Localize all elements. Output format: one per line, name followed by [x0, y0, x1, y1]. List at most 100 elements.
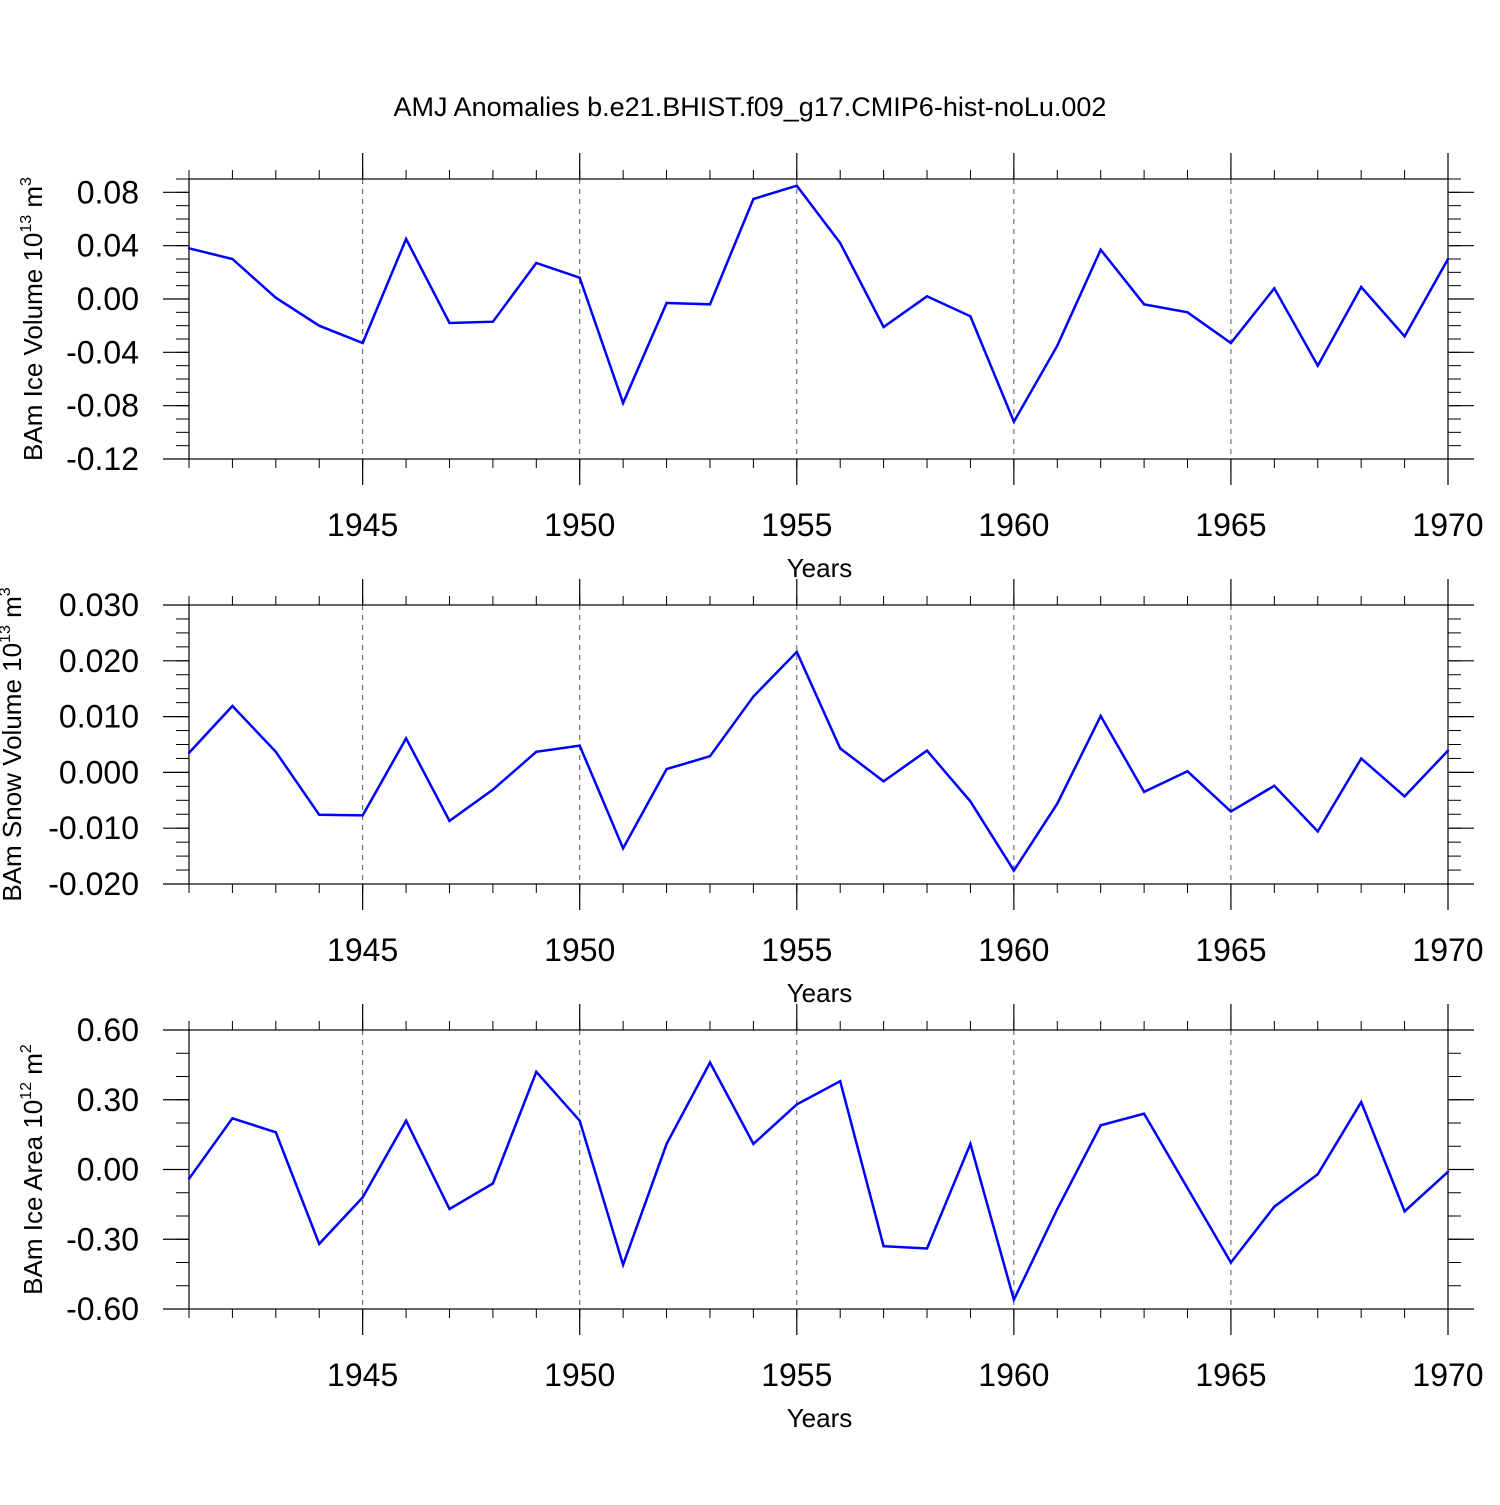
y-tick-label: -0.04 — [66, 334, 139, 370]
data-point — [969, 1142, 972, 1146]
data-point — [925, 295, 929, 298]
data-point — [274, 296, 278, 299]
x-tick-label: 1945 — [327, 1357, 398, 1393]
x-tick-label: 1965 — [1195, 507, 1266, 543]
data-point — [1056, 1207, 1059, 1211]
data-point — [578, 744, 581, 747]
data-point — [535, 261, 538, 265]
data-point — [1099, 248, 1102, 251]
data-point — [404, 1119, 408, 1122]
data-point — [1273, 784, 1276, 787]
data-point — [1099, 714, 1102, 718]
y-tick-label: 0.00 — [77, 1152, 139, 1188]
data-point — [752, 695, 755, 698]
y-axis-title-unit-exponent: 2 — [18, 1044, 35, 1053]
y-axis-title: BAm Ice Volume 1013 m3 — [18, 177, 48, 461]
series-line — [188, 649, 1449, 873]
data-point — [578, 1119, 581, 1122]
data-point — [1446, 749, 1450, 752]
y-axis-title-unit: m — [0, 596, 27, 625]
data-point — [1012, 869, 1016, 872]
data-point — [752, 1142, 755, 1146]
y-tick-label: 0.00 — [77, 281, 139, 317]
data-point — [795, 1103, 798, 1106]
x-tick-label: 1960 — [978, 507, 1049, 543]
y-axis-title: BAm Snow Volume 1013 m3 — [0, 587, 27, 901]
data-point — [665, 1142, 668, 1146]
chart-title: AMJ Anomalies b.e21.BHIST.f09_g17.CMIP6-… — [394, 92, 1107, 122]
x-tick-label: 1970 — [1412, 507, 1483, 543]
data-point — [448, 1207, 451, 1211]
y-tick-label: -0.12 — [66, 441, 139, 477]
data-point — [1142, 303, 1146, 306]
data-point — [621, 401, 625, 405]
data-point — [1273, 1205, 1276, 1208]
data-point — [839, 241, 842, 245]
x-tick-label: 1970 — [1412, 932, 1483, 968]
data-point — [969, 315, 972, 318]
data-point — [404, 737, 408, 740]
panel-2: 1945 1950 1955 1960 1965 1970 Years -0.020 -0.01… — [0, 579, 1484, 1008]
data-point — [361, 341, 364, 345]
y-axis-title-main: BAm Ice Area 10 — [18, 1100, 48, 1295]
x-tick-label: 1960 — [978, 1357, 1049, 1393]
data-point — [925, 1247, 929, 1250]
data-point — [1056, 802, 1059, 805]
x-tick-label: 1970 — [1412, 1357, 1483, 1393]
data-point — [1403, 1210, 1406, 1213]
data-point — [1403, 795, 1406, 798]
data-point — [1186, 311, 1189, 314]
data-point — [535, 1070, 538, 1074]
data-point — [882, 1245, 885, 1248]
y-tick-label: -0.020 — [48, 866, 139, 902]
y-tick-label: 0.000 — [59, 754, 139, 790]
data-point — [839, 1079, 842, 1083]
data-point — [187, 247, 191, 250]
data-point — [1229, 810, 1233, 813]
data-point — [187, 1177, 191, 1181]
x-tick-label: 1965 — [1195, 932, 1266, 968]
y-axis-title-unit-exponent: 3 — [0, 587, 14, 596]
data-point — [231, 704, 234, 708]
data-point — [361, 814, 364, 817]
data-point — [535, 750, 538, 753]
data-point — [708, 755, 712, 758]
y-axis-title: BAm Ice Area 1012 m2 — [18, 1044, 48, 1295]
x-tick-label: 1945 — [327, 932, 398, 968]
y-axis-title-exponent: 12 — [18, 1082, 35, 1100]
data-point — [1273, 287, 1276, 290]
data-point — [969, 800, 972, 803]
data-point — [1316, 1172, 1319, 1176]
data-point — [1403, 335, 1406, 338]
x-tick-label: 1955 — [761, 507, 832, 543]
data-point — [839, 747, 842, 750]
data-point — [665, 767, 668, 771]
y-tick-label: 0.60 — [77, 1012, 139, 1048]
y-axis-title-unit-exponent: 3 — [18, 177, 35, 186]
series-line — [188, 184, 1450, 425]
y-tick-label: -0.010 — [48, 810, 139, 846]
plot-frame — [188, 604, 1449, 885]
data-point — [1316, 364, 1319, 367]
data-point — [318, 1242, 321, 1246]
x-tick-label: 1955 — [761, 1357, 832, 1393]
data-point — [882, 780, 885, 783]
panel-3: 1945 1950 1955 1960 1965 1970 Years -0.60 -0.30 0… — [18, 1004, 1484, 1433]
y-tick-label: 0.020 — [59, 643, 139, 679]
data-point — [1446, 1170, 1450, 1174]
data-point — [1316, 830, 1319, 833]
data-point — [361, 1196, 364, 1199]
y-axis-title-unit: m — [18, 186, 48, 215]
data-point — [318, 813, 321, 817]
data-point — [925, 749, 929, 752]
data-point — [882, 325, 885, 329]
x-axis-title: Years — [787, 1403, 853, 1433]
data-point — [1186, 1186, 1189, 1190]
x-tick-label: 1960 — [978, 932, 1049, 968]
data-point — [274, 750, 278, 753]
data-point — [795, 184, 798, 187]
y-tick-label: -0.60 — [66, 1291, 139, 1327]
y-axis-title-unit: m — [18, 1053, 48, 1082]
